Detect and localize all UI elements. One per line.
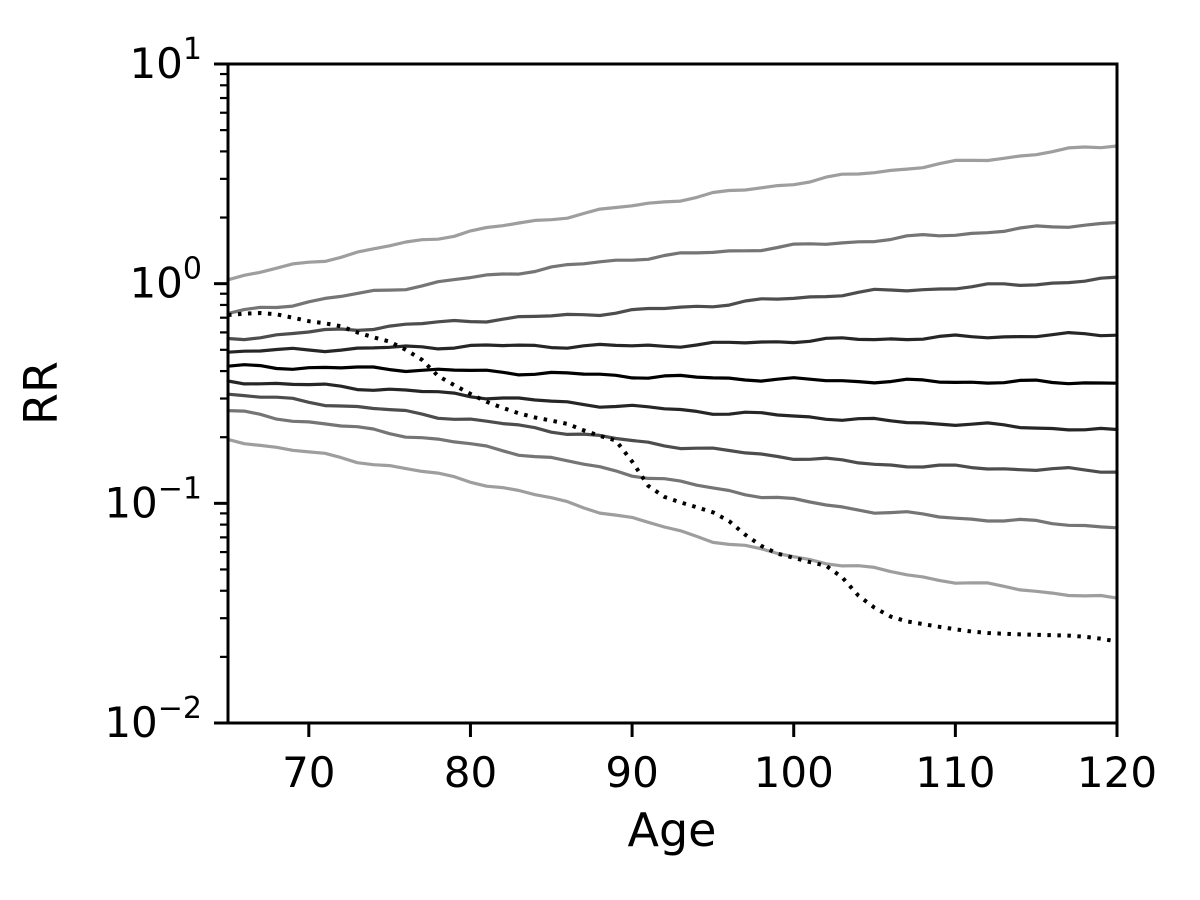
x-tick-label: 70 bbox=[282, 748, 335, 797]
y-tick-label: 10−1 bbox=[104, 471, 202, 527]
solid-5-median-line bbox=[226, 363, 1119, 386]
y-axis-title: RR bbox=[14, 361, 68, 425]
solid-4-line bbox=[226, 331, 1119, 354]
x-axis: 70 80 90 100 110 120 bbox=[282, 723, 1157, 797]
y-axis: 101 100 10−1 10−2 bbox=[104, 32, 228, 747]
x-tick-label: 100 bbox=[754, 748, 834, 797]
solid-8-line bbox=[226, 409, 1119, 530]
solid-6-line bbox=[226, 379, 1119, 432]
solid-3-line bbox=[226, 275, 1119, 342]
x-tick-label: 110 bbox=[915, 748, 995, 797]
plot-frame bbox=[226, 62, 1119, 725]
y-tick-label: 100 bbox=[129, 252, 202, 308]
x-tick-label: 120 bbox=[1077, 748, 1157, 797]
y-tick-label: 10−2 bbox=[104, 691, 202, 747]
solid-9-line bbox=[226, 437, 1119, 600]
plot-border bbox=[226, 62, 1119, 725]
solid-7-line bbox=[226, 392, 1119, 474]
solid-2-line bbox=[226, 220, 1119, 316]
x-tick-label: 80 bbox=[444, 748, 497, 797]
y-tick-label: 101 bbox=[129, 32, 202, 88]
dotted-line bbox=[227, 311, 1118, 644]
solid-1-line bbox=[226, 144, 1119, 282]
x-axis-title: Age bbox=[628, 803, 717, 857]
series-lines bbox=[226, 144, 1119, 644]
x-tick-label: 90 bbox=[605, 748, 658, 797]
